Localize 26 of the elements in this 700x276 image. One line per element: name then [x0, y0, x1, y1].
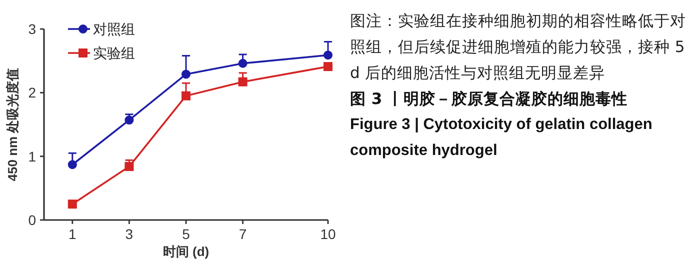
- point: [324, 62, 332, 72]
- text: 图 3 丨明胶－胶原复合凝胶的细胞毒性: [350, 89, 629, 110]
- y-tick-label: 1: [28, 148, 36, 164]
- point: [182, 91, 190, 100]
- text: 图注：实验组在接种细胞初期的相容性略低于对照组，但后续促进细胞增殖的能力较强，接种 5 d 后的细胞活性与对照组无明显差异: [350, 11, 687, 84]
- point: [182, 70, 190, 79]
- point: [238, 58, 248, 68]
- y-tick-label: 0: [28, 212, 36, 228]
- point: [68, 200, 77, 209]
- y-tick-label: 2: [28, 84, 36, 101]
- x-tick-label: 3: [125, 226, 134, 242]
- x-tick-label: 5: [182, 226, 190, 242]
- point: [124, 116, 134, 125]
- x-tick-label: 10: [320, 226, 336, 242]
- y-axis-title: 450 nm 处吸光度值: [5, 68, 20, 182]
- legend-label: 实验组: [93, 45, 135, 61]
- x-axis-title: 时间 (d): [162, 244, 210, 259]
- x-tick-label: 1: [68, 226, 76, 242]
- point: [68, 160, 77, 170]
- legend-label: 对照组: [93, 21, 135, 37]
- point: [124, 162, 134, 172]
- x-tick-label: 7: [238, 226, 247, 242]
- point: [238, 77, 248, 86]
- y-tick-label: 3: [28, 21, 36, 37]
- point: [324, 50, 332, 60]
- text: Figure 3 | Cytotoxicity of gelatin collagen composite hydrogel: [350, 115, 654, 161]
